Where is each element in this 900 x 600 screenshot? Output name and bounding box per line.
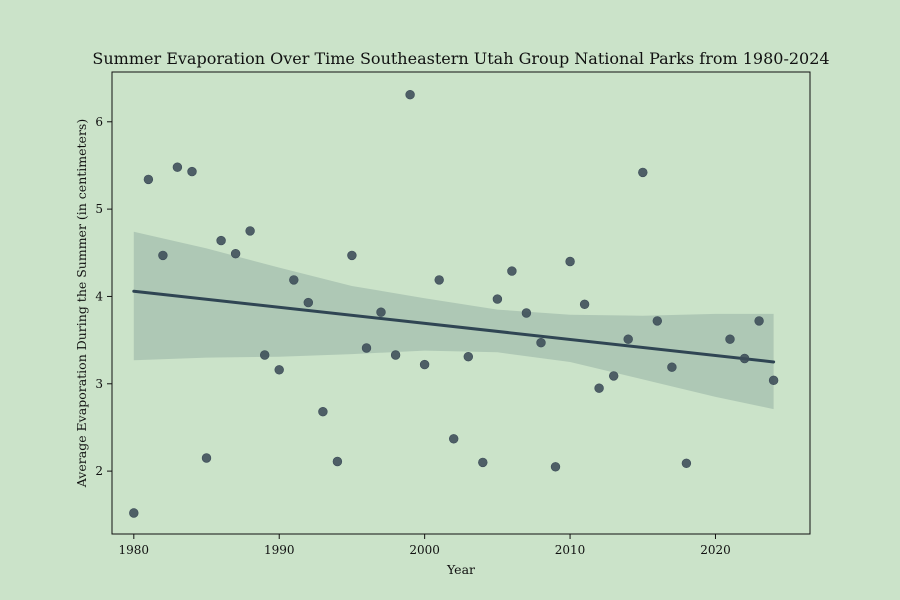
regression-line: [132, 289, 776, 364]
data-point: [463, 352, 473, 362]
chart-title: Summer Evaporation Over Time Southeaster…: [92, 49, 829, 68]
data-point: [754, 316, 764, 326]
data-point: [390, 350, 401, 360]
data-point: [521, 308, 532, 318]
x-tick-label: 2020: [700, 543, 731, 557]
data-point: [507, 266, 517, 276]
data-point: [565, 256, 575, 267]
data-point: [725, 334, 735, 344]
plot-area: [129, 89, 779, 518]
data-point: [550, 462, 561, 472]
confidence-band: [133, 231, 774, 410]
x-tick-label: 2010: [555, 543, 586, 557]
plot-frame: [111, 71, 811, 535]
data-point: [143, 174, 154, 185]
data-point: [347, 250, 357, 261]
data-point: [405, 89, 415, 100]
y-tick-label: 2: [95, 464, 103, 478]
data-point: [303, 297, 313, 308]
data-point: [434, 275, 444, 285]
data-point: [594, 383, 604, 393]
data-point: [449, 434, 459, 444]
data-point: [739, 353, 750, 364]
data-point: [536, 338, 546, 348]
data-point: [201, 453, 212, 463]
data-point: [768, 375, 779, 385]
data-point: [216, 235, 226, 246]
data-point: [158, 250, 168, 261]
y-tick-label: 4: [95, 289, 103, 303]
data-point: [608, 371, 619, 381]
data-point: [274, 365, 284, 375]
data-point: [681, 458, 692, 468]
data-point: [579, 299, 590, 309]
data-point: [332, 456, 343, 467]
data-point: [187, 166, 197, 177]
axes: 1980 1990 2000 2010 2020 2 3 4 5 6: [95, 71, 811, 557]
x-axis-label: Year: [446, 562, 475, 577]
data-point: [478, 457, 488, 468]
data-point: [361, 343, 372, 353]
x-tick-label: 2000: [409, 543, 440, 557]
data-point: [260, 350, 270, 360]
data-point: [492, 294, 503, 304]
x-tick-label: 1990: [264, 543, 295, 557]
data-point: [129, 508, 139, 518]
y-tick-label: 5: [95, 202, 103, 216]
data-point: [667, 362, 677, 372]
y-tick-label: 3: [95, 377, 103, 391]
data-point: [376, 307, 386, 317]
y-tick-label: 6: [95, 115, 103, 129]
data-point: [172, 162, 183, 172]
data-point: [318, 407, 328, 417]
data-point: [245, 226, 255, 236]
data-point: [638, 167, 648, 178]
data-point: [623, 334, 633, 344]
x-tick-label: 1980: [119, 543, 150, 557]
data-point: [230, 249, 241, 259]
data-point: [289, 275, 299, 285]
data-point: [419, 359, 430, 370]
y-axis-label: Average Evaporation During the Summer (i…: [74, 119, 89, 488]
data-point: [652, 316, 662, 326]
